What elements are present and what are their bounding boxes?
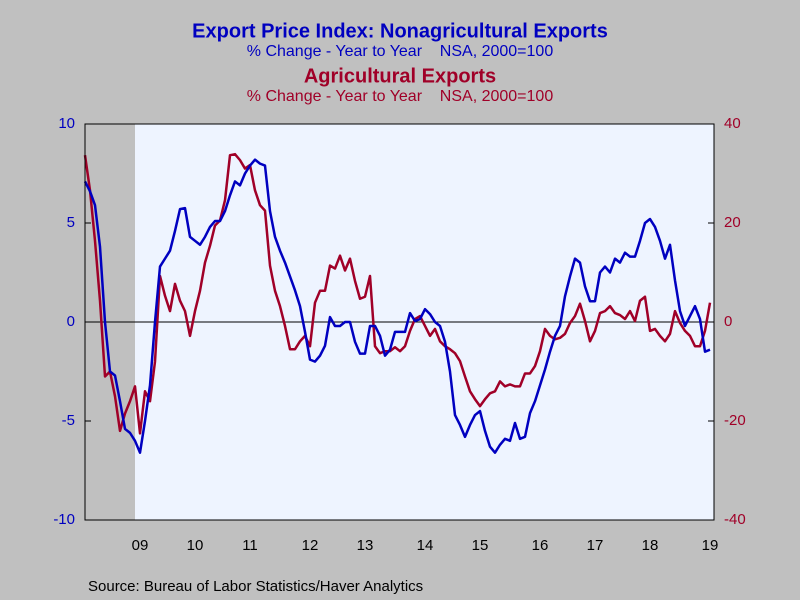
x-tick-label: 18 <box>642 537 659 554</box>
x-tick-label: 12 <box>302 537 319 554</box>
series-title: Agricultural Exports <box>304 65 496 87</box>
y-tick-label: 10 <box>58 115 75 132</box>
y2-tick-label: 40 <box>724 115 741 132</box>
x-tick-label: 15 <box>472 537 489 554</box>
y-tick-label: 5 <box>67 214 75 231</box>
y-tick-label: -5 <box>62 412 75 429</box>
series-title: Export Price Index: Nonagricultural Expo… <box>192 20 608 42</box>
plot-frame <box>84 123 715 521</box>
x-tick-label: 09 <box>132 537 149 554</box>
y-tick-label: -10 <box>53 511 75 528</box>
x-tick-label: 13 <box>357 537 374 554</box>
series-subtitle: % Change - Year to Year NSA, 2000=100 <box>247 88 554 105</box>
source: Source: Bureau of Labor Statistics/Haver… <box>88 578 423 595</box>
x-tick-label: 14 <box>417 537 434 554</box>
x-tick-label: 11 <box>242 537 258 554</box>
x-tick-label: 17 <box>587 537 604 554</box>
x-tick-label: 16 <box>532 537 549 554</box>
x-tick-label: 10 <box>187 537 204 554</box>
y2-tick-label: -20 <box>724 412 746 429</box>
series-subtitle: % Change - Year to Year NSA, 2000=100 <box>247 43 554 60</box>
series-line <box>83 158 711 454</box>
y2-tick-label: -40 <box>724 511 746 528</box>
y2-tick-label: 0 <box>724 313 732 330</box>
y-tick-label: 0 <box>67 313 75 330</box>
y2-tick-label: 20 <box>724 214 741 231</box>
x-tick-label: 19 <box>702 537 719 554</box>
series-line <box>83 152 712 435</box>
